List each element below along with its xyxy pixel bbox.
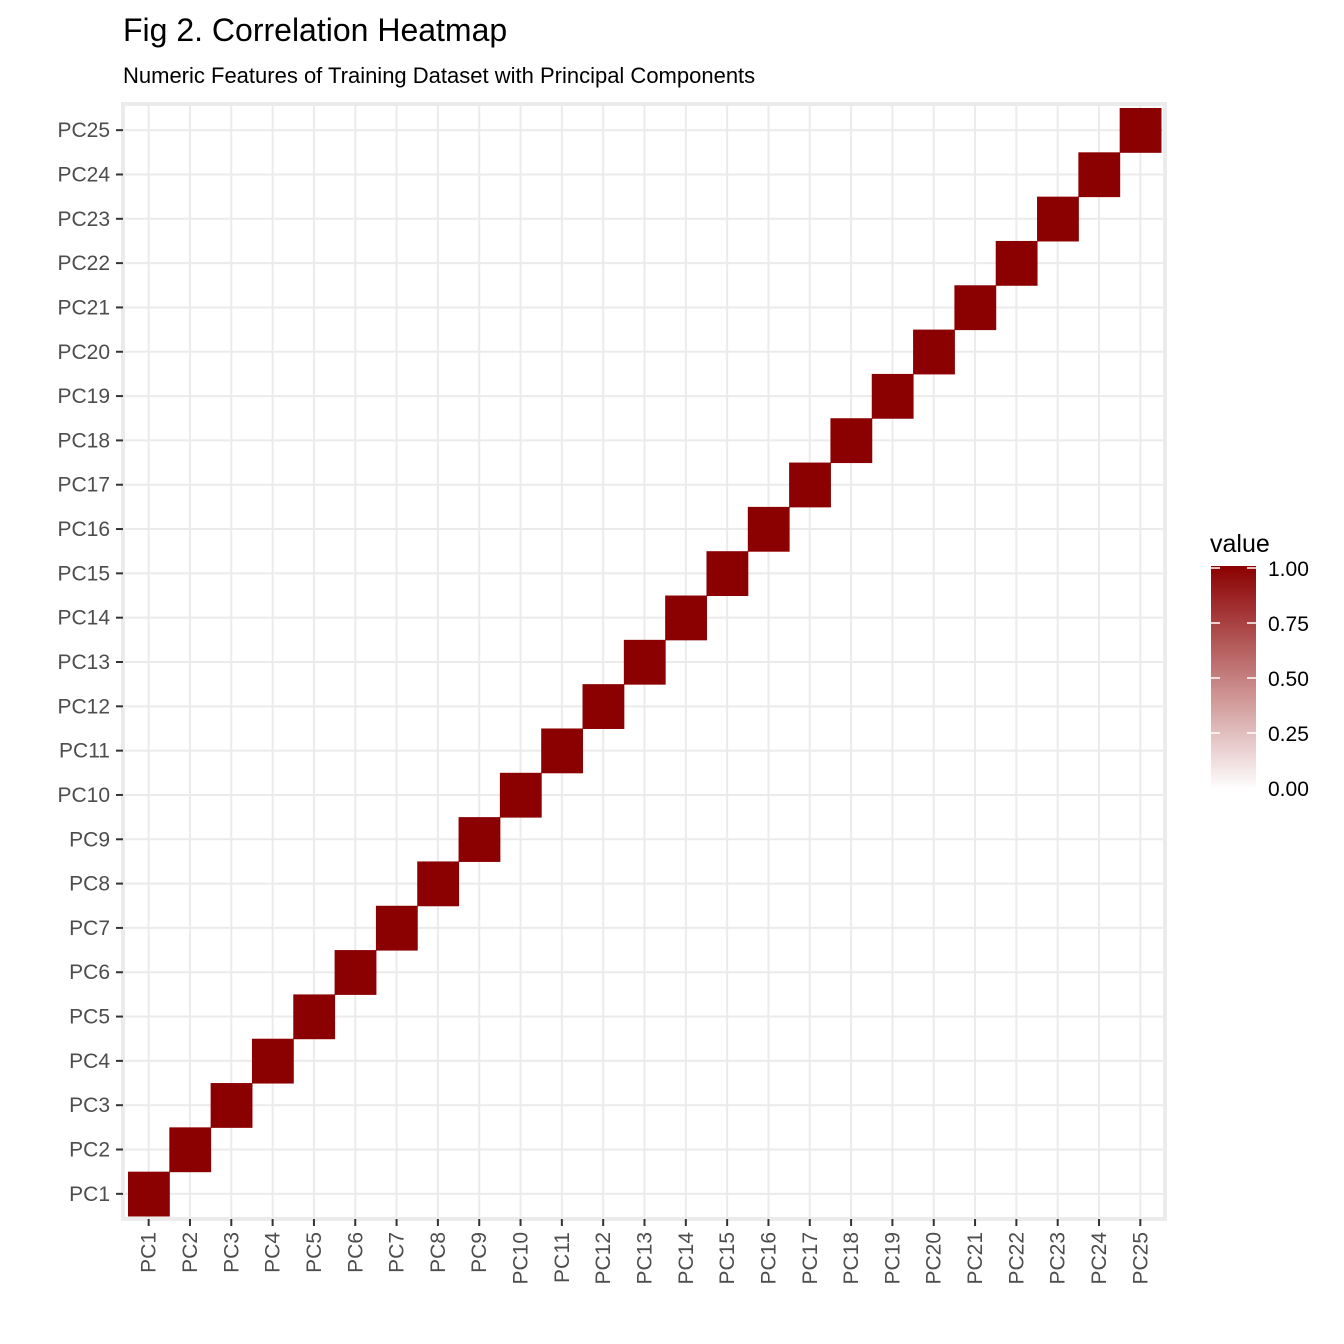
y-tick-label: PC15 <box>57 562 110 585</box>
heatmap-cell-PC19-PC19 <box>871 373 914 419</box>
x-tick-label: PC20 <box>923 1232 946 1285</box>
x-tick-label: PC23 <box>1047 1232 1070 1285</box>
heatmap-cell-PC16-PC16 <box>747 506 790 552</box>
x-axis: PC1 PC2 PC3 PC4 PC5 PC6 PC7 PC8 PC9 PC10 PC11 PC12 P… <box>138 1219 1152 1285</box>
y-tick-label: PC5 <box>69 1006 110 1029</box>
legend-tick-label: 1.00 <box>1268 558 1309 581</box>
y-tick-label: PC24 <box>57 163 110 186</box>
heatmap-cell-PC6-PC6 <box>334 950 377 995</box>
heatmap-cell-PC9-PC9 <box>458 817 501 862</box>
heatmap-cell-PC18-PC18 <box>830 418 873 464</box>
heatmap-cell-PC22-PC22 <box>995 240 1038 286</box>
y-tick-label: PC14 <box>57 607 110 630</box>
y-tick-label: PC25 <box>57 119 110 142</box>
y-tick-label: PC4 <box>69 1050 110 1073</box>
y-tick-label: PC13 <box>57 651 110 674</box>
y-tick-label: PC17 <box>57 474 110 497</box>
x-tick-label: PC15 <box>716 1232 739 1285</box>
legend-ticks: 1.00 0.75 0.50 0.25 0.00 <box>1211 558 1309 801</box>
heatmap-cell-PC10-PC10 <box>499 772 542 818</box>
y-tick-label: PC9 <box>69 828 110 851</box>
x-tick-label: PC25 <box>1129 1232 1152 1285</box>
legend-tick-label: 0.50 <box>1268 668 1309 691</box>
legend-title: value <box>1210 530 1270 558</box>
x-tick-label: PC4 <box>262 1232 285 1273</box>
heatmap-cell-PC15-PC15 <box>706 551 749 597</box>
x-tick-label: PC11 <box>551 1232 574 1283</box>
y-tick-label: PC7 <box>69 917 110 940</box>
heatmap-cell-PC23-PC23 <box>1037 196 1079 242</box>
heatmap-cell-PC25-PC25 <box>1119 108 1162 153</box>
y-tick-label: PC3 <box>69 1094 110 1117</box>
heatmap-cell-PC20-PC20 <box>913 329 955 375</box>
x-tick-label: PC16 <box>757 1232 780 1285</box>
heatmap-cell-PC17-PC17 <box>789 462 831 508</box>
heatmap-cell-PC1-PC1 <box>128 1171 170 1217</box>
x-tick-label: PC18 <box>840 1232 863 1285</box>
color-legend: value 1.00 0.75 0.50 0.25 0.00 <box>1210 530 1309 801</box>
heatmap-cell-PC13-PC13 <box>623 639 666 685</box>
y-tick-label: PC21 <box>57 296 110 319</box>
y-tick-label: PC8 <box>69 873 110 896</box>
heatmap-cell-PC5-PC5 <box>293 994 336 1040</box>
chart-subtitle: Numeric Features of Training Dataset wit… <box>123 63 755 88</box>
x-tick-label: PC9 <box>468 1232 491 1273</box>
x-tick-label: PC21 <box>964 1232 987 1285</box>
x-tick-label: PC14 <box>675 1232 698 1285</box>
heatmap-cell-PC2-PC2 <box>169 1127 212 1173</box>
x-tick-label: PC17 <box>799 1232 822 1285</box>
x-tick-label: PC12 <box>592 1232 615 1285</box>
x-tick-label: PC24 <box>1088 1232 1111 1285</box>
heatmap-cell-PC4-PC4 <box>251 1038 294 1084</box>
legend-tick-label: 0.25 <box>1268 723 1309 746</box>
x-tick-label: PC7 <box>386 1232 409 1273</box>
heatmap-cell-PC14-PC14 <box>665 595 707 641</box>
heatmap-cell-PC3-PC3 <box>210 1083 253 1128</box>
x-tick-label: PC19 <box>881 1232 904 1285</box>
x-tick-label: PC22 <box>1005 1232 1028 1285</box>
x-tick-label: PC10 <box>510 1232 533 1285</box>
x-tick-label: PC8 <box>427 1232 450 1273</box>
heatmap-cell-PC11-PC11 <box>541 728 584 774</box>
y-tick-label: PC23 <box>57 208 110 231</box>
y-tick-label: PC20 <box>57 341 110 364</box>
y-tick-label: PC19 <box>57 385 110 408</box>
y-tick-label: PC10 <box>57 784 110 807</box>
legend-tick-label: 0.75 <box>1268 613 1309 636</box>
y-tick-label: PC6 <box>69 961 110 984</box>
x-tick-label: PC3 <box>220 1232 243 1273</box>
y-tick-label: PC22 <box>57 252 110 275</box>
y-tick-label: PC2 <box>69 1139 110 1162</box>
x-tick-label: PC2 <box>179 1232 202 1273</box>
x-tick-label: PC1 <box>138 1232 161 1273</box>
y-axis: PC1 PC2 PC3 PC4 PC5 PC6 PC7 PC8 PC9 PC10 PC11 PC12 P… <box>57 119 123 1206</box>
y-tick-label: PC18 <box>57 429 110 452</box>
y-tick-label: PC1 <box>69 1183 110 1206</box>
heatmap-cell-PC12-PC12 <box>582 684 625 729</box>
x-tick-label: PC5 <box>303 1232 326 1273</box>
y-tick-label: PC12 <box>57 695 110 718</box>
heatmap-cells <box>128 108 1162 1217</box>
x-tick-label: PC6 <box>344 1232 367 1273</box>
heatmap-cell-PC21-PC21 <box>954 285 997 331</box>
chart-title: Fig 2. Correlation Heatmap <box>123 12 507 48</box>
x-tick-label: PC13 <box>634 1232 657 1285</box>
heatmap-cell-PC8-PC8 <box>417 861 460 907</box>
legend-tick-label: 0.00 <box>1268 778 1309 801</box>
y-tick-label: PC11 <box>59 740 110 763</box>
heatmap-cell-PC24-PC24 <box>1078 152 1121 198</box>
y-tick-label: PC16 <box>57 518 110 541</box>
heatmap-cell-PC7-PC7 <box>375 905 418 951</box>
